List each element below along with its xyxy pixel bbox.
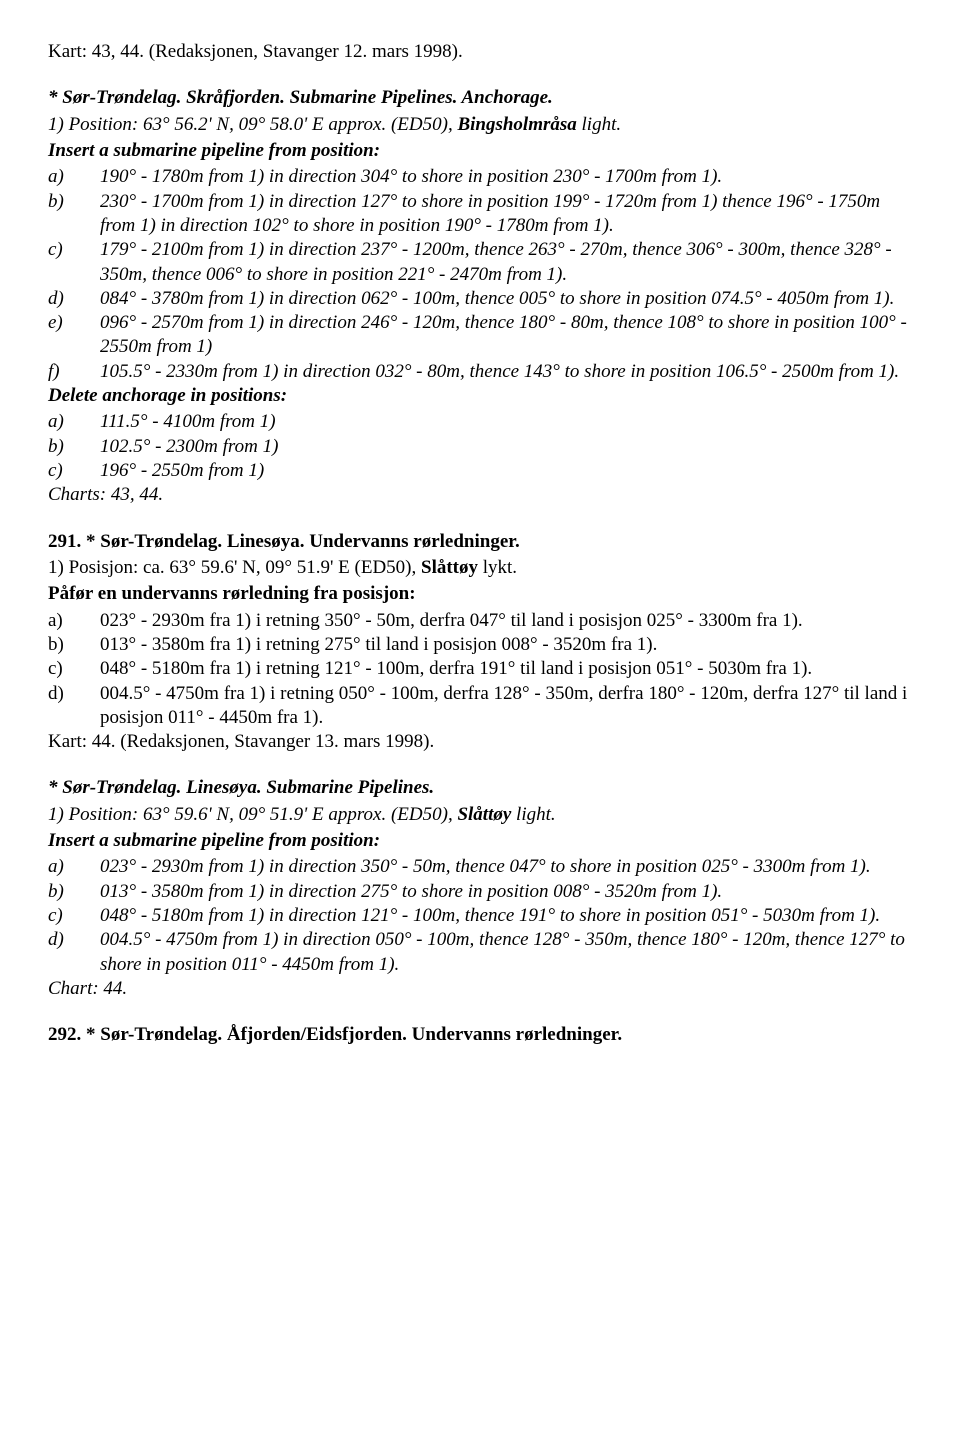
list-label: b) [48, 190, 100, 214]
list-item: d) 084° - 3780m from 1) in direction 062… [48, 287, 912, 311]
list-body: 084° - 3780m from 1) in direction 062° -… [100, 287, 912, 311]
list-body: 004.5° - 4750m fra 1) i retning 050° - 1… [100, 682, 912, 731]
list-item: a) 190° - 1780m from 1) in direction 304… [48, 165, 912, 189]
list-body: 013° - 3580m from 1) in direction 275° t… [100, 880, 912, 904]
list-body: 048° - 5180m from 1) in direction 121° -… [100, 904, 912, 928]
list-body: 196° - 2550m from 1) [100, 459, 912, 483]
list-item: c) 196° - 2550m from 1) [48, 459, 912, 483]
list-item: a) 111.5° - 4100m from 1) [48, 410, 912, 434]
section3-title: * Sør-Trøndelag. Linesøya. Submarine Pip… [48, 776, 912, 800]
list-item: c) 048° - 5180m fra 1) i retning 121° - … [48, 657, 912, 681]
list-label: c) [48, 238, 100, 262]
section3-light-name: Slåttøy [457, 804, 511, 825]
section1-light-name: Bingsholmråsa [457, 114, 576, 135]
list-label: a) [48, 410, 100, 434]
list-label: d) [48, 928, 100, 952]
section4-title: 292. * Sør-Trøndelag. Åfjorden/Eidsfjord… [48, 1023, 912, 1047]
list-body: 004.5° - 4750m from 1) in direction 050°… [100, 928, 912, 977]
section2-light-name: Slåttøy [421, 557, 478, 578]
list-body: 105.5° - 2330m from 1) in direction 032°… [100, 360, 912, 384]
section1-delete-heading: Delete anchorage in positions: [48, 384, 912, 408]
list-label: d) [48, 682, 100, 706]
list-label: b) [48, 880, 100, 904]
list-body: 023° - 2930m fra 1) i retning 350° - 50m… [100, 609, 912, 633]
section3-position: 1) Position: 63° 59.6' N, 09° 51.9' E ap… [48, 803, 912, 827]
list-item: d) 004.5° - 4750m from 1) in direction 0… [48, 928, 912, 977]
list-body: 190° - 1780m from 1) in direction 304° t… [100, 165, 912, 189]
list-label: b) [48, 633, 100, 657]
list-label: c) [48, 657, 100, 681]
list-body: 048° - 5180m fra 1) i retning 121° - 100… [100, 657, 912, 681]
list-label: d) [48, 287, 100, 311]
list-label: e) [48, 311, 100, 335]
section2-title: 291. * Sør-Trøndelag. Linesøya. Undervan… [48, 530, 912, 554]
section2-light-suffix: lykt. [478, 557, 517, 578]
list-item: d) 004.5° - 4750m fra 1) i retning 050° … [48, 682, 912, 731]
list-body: 023° - 2930m from 1) in direction 350° -… [100, 855, 912, 879]
section2-position-text: 1) Posisjon: ca. 63° 59.6' N, 09° 51.9' … [48, 557, 421, 578]
list-item: e) 096° - 2570m from 1) in direction 246… [48, 311, 912, 360]
section1-charts: Charts: 43, 44. [48, 483, 912, 507]
list-label: c) [48, 459, 100, 483]
section3-insert-heading: Insert a submarine pipeline from positio… [48, 829, 912, 853]
list-item: c) 179° - 2100m from 1) in direction 237… [48, 238, 912, 287]
list-item: c) 048° - 5180m from 1) in direction 121… [48, 904, 912, 928]
section1-chart-source: Kart: 43, 44. (Redaksjonen, Stavanger 12… [48, 40, 912, 64]
list-item: b) 013° - 3580m from 1) in direction 275… [48, 880, 912, 904]
list-item: b) 013° - 3580m fra 1) i retning 275° ti… [48, 633, 912, 657]
list-body: 230° - 1700m from 1) in direction 127° t… [100, 190, 912, 239]
list-body: 102.5° - 2300m from 1) [100, 435, 912, 459]
list-label: c) [48, 904, 100, 928]
section3-light-suffix: light. [511, 804, 555, 825]
list-body: 111.5° - 4100m from 1) [100, 410, 912, 434]
list-body: 096° - 2570m from 1) in direction 246° -… [100, 311, 912, 360]
list-item: a) 023° - 2930m from 1) in direction 350… [48, 855, 912, 879]
list-label: a) [48, 855, 100, 879]
list-label: a) [48, 609, 100, 633]
section1-insert-heading: Insert a submarine pipeline from positio… [48, 139, 912, 163]
list-label: a) [48, 165, 100, 189]
section3-charts: Chart: 44. [48, 977, 912, 1001]
list-label: b) [48, 435, 100, 459]
section2-insert-heading: Påfør en undervanns rørledning fra posis… [48, 582, 912, 606]
section3-position-text: 1) Position: 63° 59.6' N, 09° 51.9' E ap… [48, 804, 457, 825]
list-item: a) 023° - 2930m fra 1) i retning 350° - … [48, 609, 912, 633]
section1-title: * Sør-Trøndelag. Skråfjorden. Submarine … [48, 86, 912, 110]
section1-light-suffix: light. [577, 114, 621, 135]
list-item: b) 230° - 1700m from 1) in direction 127… [48, 190, 912, 239]
section1-position: 1) Position: 63° 56.2' N, 09° 58.0' E ap… [48, 113, 912, 137]
section1-position-text: 1) Position: 63° 56.2' N, 09° 58.0' E ap… [48, 114, 457, 135]
section2-position: 1) Posisjon: ca. 63° 59.6' N, 09° 51.9' … [48, 556, 912, 580]
list-body: 179° - 2100m from 1) in direction 237° -… [100, 238, 912, 287]
list-body: 013° - 3580m fra 1) i retning 275° til l… [100, 633, 912, 657]
section2-chart-source: Kart: 44. (Redaksjonen, Stavanger 13. ma… [48, 730, 912, 754]
list-item: f) 105.5° - 2330m from 1) in direction 0… [48, 360, 912, 384]
list-label: f) [48, 360, 100, 384]
list-item: b) 102.5° - 2300m from 1) [48, 435, 912, 459]
